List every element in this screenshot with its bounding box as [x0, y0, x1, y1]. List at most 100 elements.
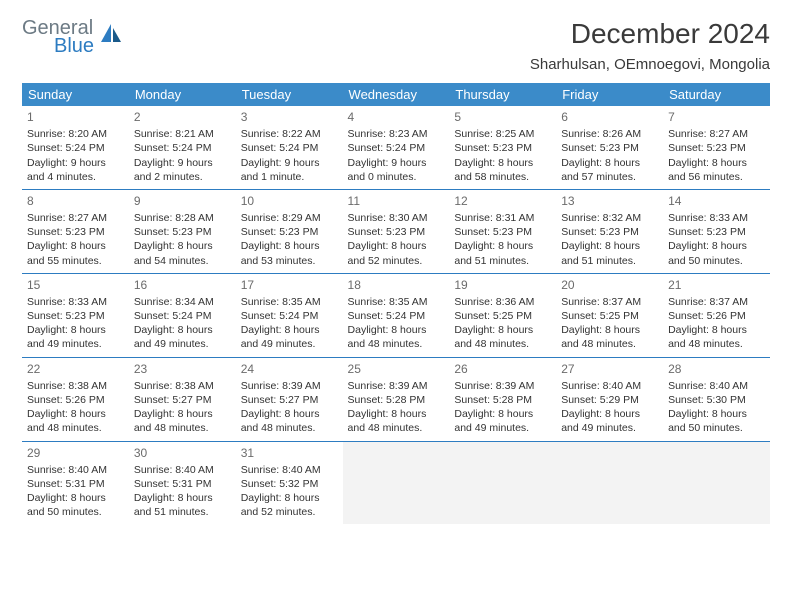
daylight-line-2: and 51 minutes. [454, 254, 551, 268]
header: General Blue December 2024 Sharhulsan, O… [22, 18, 770, 73]
sunset-line: Sunset: 5:23 PM [561, 225, 658, 239]
day-number: 2 [134, 109, 231, 125]
daylight-line-1: Daylight: 8 hours [134, 239, 231, 253]
sunset-line: Sunset: 5:23 PM [134, 225, 231, 239]
sunset-line: Sunset: 5:24 PM [241, 141, 338, 155]
daylight-line-2: and 48 minutes. [348, 421, 445, 435]
daylight-line-1: Daylight: 8 hours [561, 407, 658, 421]
daylight-line-2: and 48 minutes. [241, 421, 338, 435]
daylight-line-1: Daylight: 9 hours [27, 156, 124, 170]
day-number: 31 [241, 445, 338, 461]
daylight-line-1: Daylight: 8 hours [134, 491, 231, 505]
day-number: 1 [27, 109, 124, 125]
day-number: 13 [561, 193, 658, 209]
sunrise-line: Sunrise: 8:39 AM [454, 379, 551, 393]
daylight-line-1: Daylight: 8 hours [241, 407, 338, 421]
daylight-line-1: Daylight: 8 hours [27, 239, 124, 253]
daylight-line-1: Daylight: 8 hours [241, 239, 338, 253]
calendar-day-cell: 11Sunrise: 8:30 AMSunset: 5:23 PMDayligh… [343, 189, 450, 273]
sunrise-line: Sunrise: 8:26 AM [561, 127, 658, 141]
calendar-day-cell: 30Sunrise: 8:40 AMSunset: 5:31 PMDayligh… [129, 441, 236, 524]
daylight-line-1: Daylight: 8 hours [561, 239, 658, 253]
calendar-empty-cell [449, 441, 556, 524]
day-number: 26 [454, 361, 551, 377]
day-number: 24 [241, 361, 338, 377]
daylight-line-1: Daylight: 9 hours [134, 156, 231, 170]
sunrise-line: Sunrise: 8:38 AM [134, 379, 231, 393]
daylight-line-1: Daylight: 8 hours [134, 323, 231, 337]
calendar-day-cell: 8 Sunrise: 8:27 AMSunset: 5:23 PMDaylight… [22, 189, 129, 273]
daylight-line-2: and 49 minutes. [561, 421, 658, 435]
calendar-day-cell: 29Sunrise: 8:40 AMSunset: 5:31 PMDayligh… [22, 441, 129, 524]
sunset-line: Sunset: 5:24 PM [134, 309, 231, 323]
sunset-line: Sunset: 5:28 PM [454, 393, 551, 407]
day-number: 27 [561, 361, 658, 377]
sunrise-line: Sunrise: 8:27 AM [668, 127, 765, 141]
calendar-empty-cell [343, 441, 450, 524]
calendar-day-cell: 15Sunrise: 8:33 AMSunset: 5:23 PMDayligh… [22, 273, 129, 357]
sunset-line: Sunset: 5:27 PM [241, 393, 338, 407]
sunrise-line: Sunrise: 8:37 AM [561, 295, 658, 309]
day-number: 14 [668, 193, 765, 209]
weekday-header: Tuesday [236, 83, 343, 106]
calendar-table: SundayMondayTuesdayWednesdayThursdayFrid… [22, 83, 770, 524]
calendar-day-cell: 19Sunrise: 8:36 AMSunset: 5:25 PMDayligh… [449, 273, 556, 357]
daylight-line-1: Daylight: 8 hours [668, 156, 765, 170]
daylight-line-2: and 56 minutes. [668, 170, 765, 184]
sunset-line: Sunset: 5:25 PM [561, 309, 658, 323]
sunrise-line: Sunrise: 8:37 AM [668, 295, 765, 309]
sunset-line: Sunset: 5:26 PM [27, 393, 124, 407]
day-number: 28 [668, 361, 765, 377]
sunrise-line: Sunrise: 8:40 AM [134, 463, 231, 477]
sunrise-line: Sunrise: 8:21 AM [134, 127, 231, 141]
calendar-week-row: 29Sunrise: 8:40 AMSunset: 5:31 PMDayligh… [22, 441, 770, 524]
sunset-line: Sunset: 5:23 PM [27, 225, 124, 239]
sunrise-line: Sunrise: 8:40 AM [561, 379, 658, 393]
sunrise-line: Sunrise: 8:33 AM [668, 211, 765, 225]
sunset-line: Sunset: 5:32 PM [241, 477, 338, 491]
daylight-line-2: and 51 minutes. [561, 254, 658, 268]
sunrise-line: Sunrise: 8:27 AM [27, 211, 124, 225]
calendar-week-row: 15Sunrise: 8:33 AMSunset: 5:23 PMDayligh… [22, 273, 770, 357]
sunrise-line: Sunrise: 8:30 AM [348, 211, 445, 225]
sunset-line: Sunset: 5:23 PM [27, 309, 124, 323]
sunrise-line: Sunrise: 8:35 AM [241, 295, 338, 309]
logo-text-blue: Blue [54, 36, 94, 56]
calendar-day-cell: 4Sunrise: 8:23 AMSunset: 5:24 PMDaylight… [343, 106, 450, 189]
sunset-line: Sunset: 5:23 PM [348, 225, 445, 239]
day-number: 11 [348, 193, 445, 209]
daylight-line-1: Daylight: 8 hours [454, 239, 551, 253]
day-number: 8 [27, 193, 124, 209]
weekday-header: Wednesday [343, 83, 450, 106]
sunrise-line: Sunrise: 8:20 AM [27, 127, 124, 141]
sunrise-line: Sunrise: 8:38 AM [27, 379, 124, 393]
daylight-line-1: Daylight: 8 hours [561, 323, 658, 337]
sunset-line: Sunset: 5:23 PM [454, 141, 551, 155]
calendar-empty-cell [663, 441, 770, 524]
sunrise-line: Sunrise: 8:25 AM [454, 127, 551, 141]
weekday-header: Saturday [663, 83, 770, 106]
month-title: December 2024 [530, 18, 770, 50]
day-number: 21 [668, 277, 765, 293]
daylight-line-2: and 52 minutes. [241, 505, 338, 519]
daylight-line-1: Daylight: 8 hours [454, 407, 551, 421]
sunrise-line: Sunrise: 8:33 AM [27, 295, 124, 309]
daylight-line-2: and 53 minutes. [241, 254, 338, 268]
daylight-line-2: and 49 minutes. [241, 337, 338, 351]
sunrise-line: Sunrise: 8:40 AM [241, 463, 338, 477]
daylight-line-2: and 2 minutes. [134, 170, 231, 184]
daylight-line-2: and 58 minutes. [454, 170, 551, 184]
calendar-week-row: 22Sunrise: 8:38 AMSunset: 5:26 PMDayligh… [22, 357, 770, 441]
sunrise-line: Sunrise: 8:39 AM [241, 379, 338, 393]
weekday-header: Friday [556, 83, 663, 106]
calendar-day-cell: 3Sunrise: 8:22 AMSunset: 5:24 PMDaylight… [236, 106, 343, 189]
logo-sail-icon [97, 22, 123, 53]
daylight-line-2: and 48 minutes. [348, 337, 445, 351]
day-number: 20 [561, 277, 658, 293]
weekday-header: Sunday [22, 83, 129, 106]
day-number: 19 [454, 277, 551, 293]
daylight-line-1: Daylight: 8 hours [668, 239, 765, 253]
sunset-line: Sunset: 5:23 PM [241, 225, 338, 239]
day-number: 10 [241, 193, 338, 209]
daylight-line-2: and 48 minutes. [668, 337, 765, 351]
